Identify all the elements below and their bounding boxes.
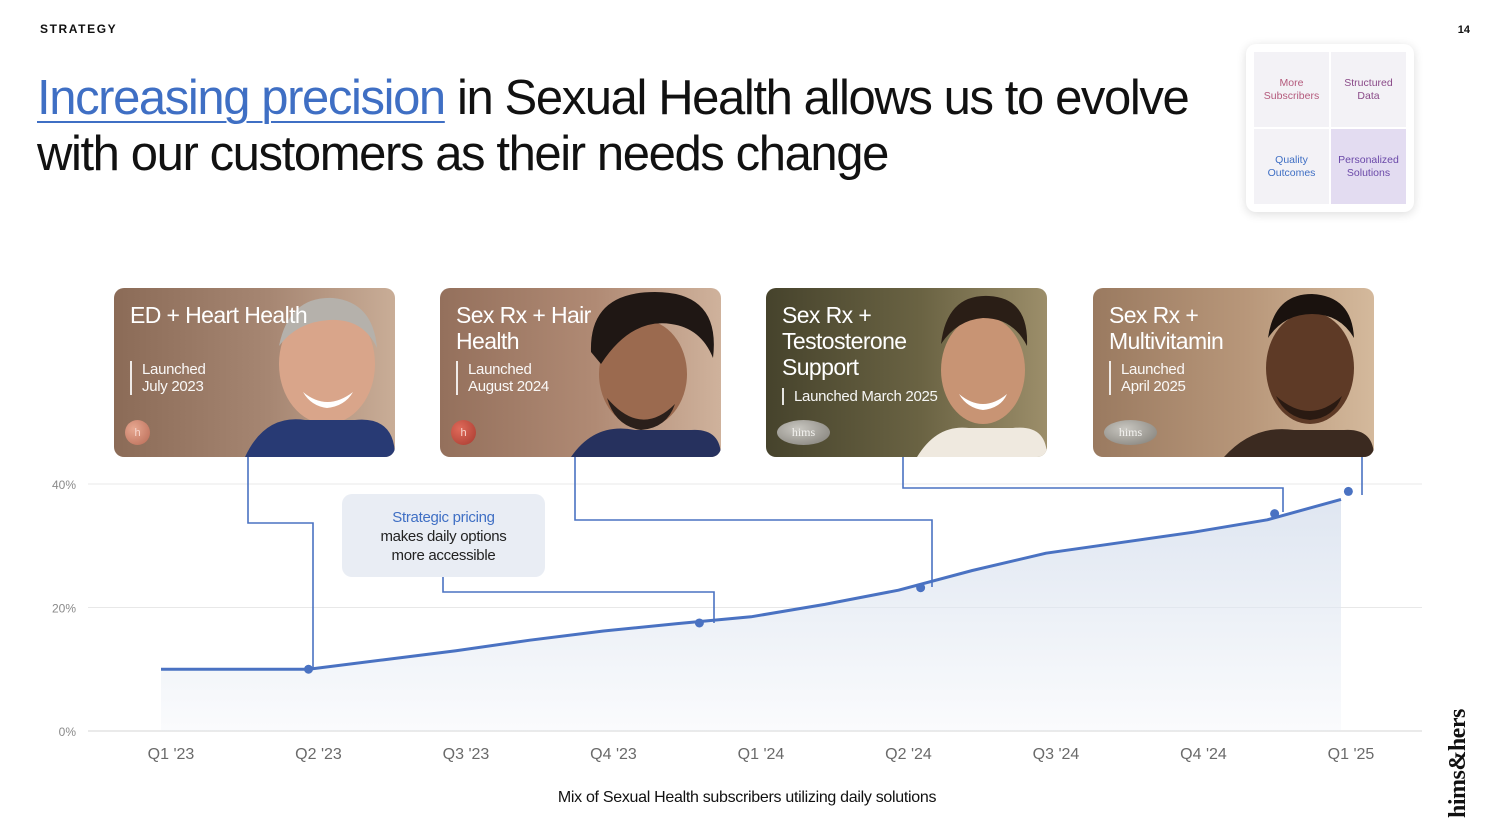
callout-line-3: more accessible [391,547,496,564]
y-tick-label: 40% [52,478,76,492]
card-launch-date: April 2025 [1121,378,1186,395]
card-launch-label: Launched [1121,361,1185,378]
pill-icon: h [451,420,476,445]
hims-hers-logo: hims&hers [1445,709,1471,818]
card-launch-date: July 2023 [142,378,204,395]
page-title: Increasing precision in Sexual Health al… [37,70,1197,182]
connector-line [247,457,314,668]
series-line [161,497,1342,671]
y-tick-label: 0% [59,725,77,739]
data-marker [694,618,704,628]
matrix-cell-structured-data: Structured Data [1331,52,1406,127]
card-launch-label: Launched March 2025 [794,388,938,405]
x-tick-label: Q1 '25 [1328,746,1375,763]
area-fill [161,499,1341,731]
product-card-multivitamin: Sex Rx + Multivitamin Launched April 202… [1093,288,1374,457]
pill-icon: hims [777,420,830,445]
product-card-ed-heart-health: ED + Heart Health Launched July 2023 h [114,288,395,457]
card-launch: Launched August 2024 [456,361,549,395]
x-tick-label: Q1 '23 [148,746,195,763]
connector-line [574,457,933,587]
matrix-cell-personalized-solutions: Personalized Solutions [1331,129,1406,204]
pill-icon: h [125,420,150,445]
card-title: Sex Rx + Testosterone Support [782,302,907,380]
person-photo [917,295,1047,457]
callout-line-2: makes daily options [380,528,507,545]
x-tick-label: Q2 '23 [295,746,342,763]
person-photo [245,297,395,457]
card-launch-label: Launched [468,361,532,378]
x-tick-label: Q3 '24 [1033,746,1080,763]
card-title: Sex Rx + Multivitamin [1109,302,1224,354]
callout-emphasis: Strategic pricing [392,509,495,526]
product-card-hair-health: Sex Rx + Hair Health Launched August 202… [440,288,721,457]
card-launch: Launched March 2025 [782,388,938,405]
data-marker [1270,509,1280,519]
card-title: Sex Rx + Hair Health [456,302,591,354]
headline-rest: in Sexual Health allows us to evolve wit… [37,71,1190,181]
person-photo [571,292,721,457]
card-launch: Launched April 2025 [1109,361,1186,395]
strategy-matrix: More Subscribers Structured Data Quality… [1246,44,1414,212]
data-marker [1343,486,1353,496]
card-launch: Launched July 2023 [130,361,206,395]
x-tick-label: Q4 '24 [1180,746,1227,763]
y-tick-label: 20% [52,602,76,616]
strategic-pricing-callout: Strategic pricing makes daily options mo… [342,494,545,577]
person-photo [1224,294,1374,457]
x-tick-label: Q3 '23 [443,746,490,763]
card-title: ED + Heart Health [130,302,308,328]
chart-caption: Mix of Sexual Health subscribers utilizi… [557,789,937,806]
data-marker [916,583,926,593]
page-number: 14 [1457,24,1470,36]
data-marker [304,664,313,674]
headline-highlight-link[interactable]: Increasing precision [37,71,446,125]
card-launch-label: Launched [142,361,206,378]
connector-line [442,577,715,623]
product-card-testosterone-support: Sex Rx + Testosterone Support Launched M… [766,288,1047,457]
matrix-cell-quality-outcomes: Quality Outcomes [1254,129,1329,204]
card-launch-date: August 2024 [468,378,549,395]
pill-icon: hims [1104,420,1157,445]
x-tick-label: Q2 '24 [885,746,932,763]
section-label: STRATEGY [40,22,118,36]
connector-line [902,457,1284,512]
x-tick-label: Q4 '23 [590,746,637,763]
matrix-cell-more-subscribers: More Subscribers [1254,52,1329,127]
x-tick-label: Q1 '24 [738,746,785,763]
